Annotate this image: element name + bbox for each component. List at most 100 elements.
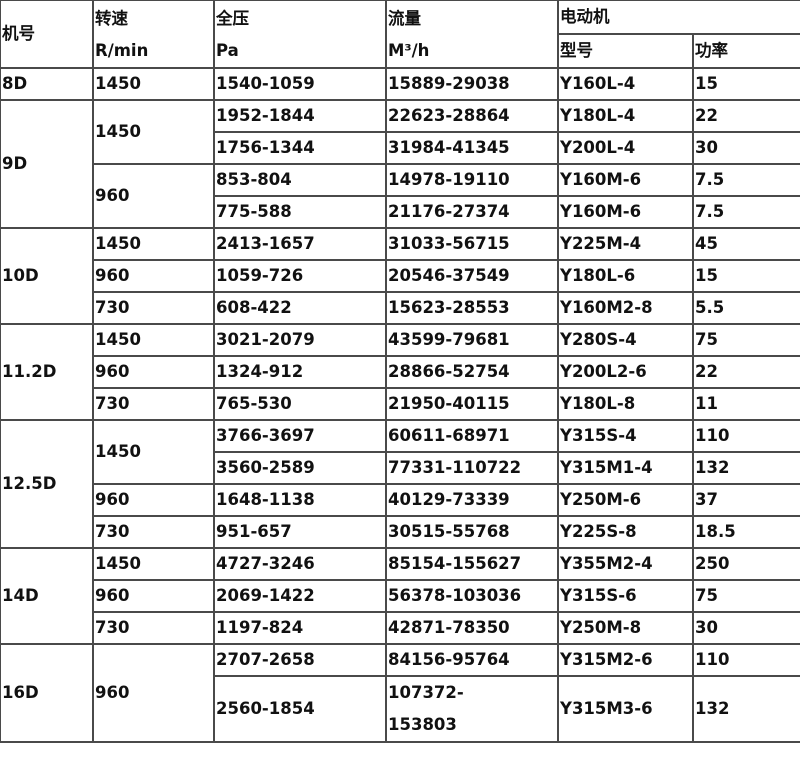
pressure-cell: 1540-1059 (213, 67, 387, 101)
motor-type-cell: Y180L-8 (557, 387, 694, 421)
motor-power-cell: 15 (692, 259, 800, 293)
model-cell: 14D (0, 547, 94, 645)
header-model: 机号 (0, 0, 94, 69)
motor-type-cell: Y250M-6 (557, 483, 694, 517)
speed-cell: 1450 (92, 227, 215, 261)
motor-power-cell: 110 (692, 643, 800, 677)
header-flow-label: 流量 (388, 9, 421, 28)
pressure-cell: 2560-1854 (213, 675, 387, 743)
pressure-cell: 1756-1344 (213, 131, 387, 165)
motor-type-cell: Y200L2-6 (557, 355, 694, 389)
pressure-cell: 1952-1844 (213, 99, 387, 133)
motor-power-cell: 7.5 (692, 195, 800, 229)
motor-type-cell: Y160L-4 (557, 67, 694, 101)
header-pressure-unit: Pa (216, 41, 239, 60)
table-row: 8D 1450 1540-1059 15889-29038 Y160L-4 15 (0, 67, 800, 101)
pressure-cell: 1059-726 (213, 259, 387, 293)
pressure-cell: 853-804 (213, 163, 387, 197)
speed-cell: 730 (92, 291, 215, 325)
motor-type-cell: Y250M-8 (557, 611, 694, 645)
fan-spec-table: 机号 转速 R/min 全压 Pa 流量 M³/h 电动机 型号 功率 8D 14… (0, 0, 800, 743)
motor-power-cell: 30 (692, 131, 800, 165)
table-row: 730 1197-824 42871-78350 Y250M-8 30 (0, 611, 800, 645)
flow-cell: 14978-19110 (385, 163, 559, 197)
model-cell: 12.5D (0, 419, 94, 549)
motor-power-cell: 132 (692, 451, 800, 485)
motor-type-cell: Y315S-4 (557, 419, 694, 453)
header-motor: 电动机 (557, 0, 800, 35)
motor-power-cell: 7.5 (692, 163, 800, 197)
flow-cell: 84156-95764 (385, 643, 559, 677)
table-row: 1756-1344 31984-41345 Y200L-4 30 (0, 131, 800, 165)
flow-cell: 21950-40115 (385, 387, 559, 421)
table-row: 960 2069-1422 56378-103036 Y315S-6 75 (0, 579, 800, 613)
pressure-cell: 765-530 (213, 387, 387, 421)
speed-cell: 1450 (92, 419, 215, 485)
model-cell: 11.2D (0, 323, 94, 421)
table-row: 960 1324-912 28866-52754 Y200L2-6 22 (0, 355, 800, 389)
table-row: 16D 960 2707-2658 84156-95764 Y315M2-6 110 (0, 643, 800, 743)
table-body: 机号 转速 R/min 全压 Pa 流量 M³/h 电动机 型号 功率 8D 14… (0, 0, 800, 743)
motor-type-cell: Y355M2-4 (557, 547, 694, 581)
speed-cell: 730 (92, 515, 215, 549)
pressure-cell: 3560-2589 (213, 451, 387, 485)
motor-type-cell: Y160M-6 (557, 163, 694, 197)
table-row: 960 1059-726 20546-37549 Y180L-6 15 (0, 259, 800, 293)
flow-cell: 31984-41345 (385, 131, 559, 165)
motor-power-cell: 30 (692, 611, 800, 645)
motor-power-cell: 110 (692, 419, 800, 453)
header-subrow: 型号 功率 (0, 33, 800, 69)
header-speed-label: 转速 (95, 9, 128, 28)
motor-type-cell: Y315S-6 (557, 579, 694, 613)
model-cell: 9D (0, 99, 94, 229)
header-pressure-label: 全压 (216, 9, 249, 28)
motor-power-cell: 18.5 (692, 515, 800, 549)
motor-type-cell: Y315M2-6 (557, 643, 694, 677)
header-motor-power: 功率 (692, 33, 800, 69)
motor-power-cell: 5.5 (692, 291, 800, 325)
header-speed-unit: R/min (95, 41, 149, 60)
table-row: 730 608-422 15623-28553 Y160M2-8 5.5 (0, 291, 800, 325)
motor-type-cell: Y180L-4 (557, 99, 694, 133)
table-row: 10D 1450 2413-1657 31033-56715 Y225M-4 45 (0, 227, 800, 325)
pressure-cell: 951-657 (213, 515, 387, 549)
table-row: 730 765-530 21950-40115 Y180L-8 11 (0, 387, 800, 421)
table-row: 960 1648-1138 40129-73339 Y250M-6 37 (0, 483, 800, 517)
header-flow-unit: M³/h (388, 41, 430, 60)
flow-cell: 56378-103036 (385, 579, 559, 613)
speed-cell: 960 (92, 643, 215, 743)
pressure-cell: 1648-1138 (213, 483, 387, 517)
speed-cell: 730 (92, 611, 215, 645)
table-row: 775-588 21176-27374 Y160M-6 7.5 (0, 195, 800, 229)
table-row: 2560-1854 107372- 153803 Y315M3-6 132 (0, 675, 800, 743)
table-row: 12.5D 1450 3766-3697 60611-68971 Y315S-4 110 (0, 419, 800, 549)
motor-type-cell: Y160M2-8 (557, 291, 694, 325)
motor-type-cell: Y180L-6 (557, 259, 694, 293)
table-row: 14D 1450 4727-3246 85154-155627 Y355M2-4 250 (0, 547, 800, 645)
table-row: 3560-2589 77331-110722 Y315M1-4 132 (0, 451, 800, 485)
pressure-cell: 4727-3246 (213, 547, 387, 581)
speed-cell: 960 (92, 579, 215, 613)
flow-cell: 21176-27374 (385, 195, 559, 229)
flow-cell: 20546-37549 (385, 259, 559, 293)
flow-cell: 15623-28553 (385, 291, 559, 325)
flow-cell: 22623-28864 (385, 99, 559, 133)
pressure-cell: 608-422 (213, 291, 387, 325)
motor-power-cell: 22 (692, 99, 800, 133)
flow-cell: 43599-79681 (385, 323, 559, 357)
motor-type-cell: Y315M3-6 (557, 675, 694, 743)
model-cell: 16D (0, 643, 94, 743)
pressure-cell: 3766-3697 (213, 419, 387, 453)
motor-power-cell: 250 (692, 547, 800, 581)
motor-power-cell: 132 (692, 675, 800, 743)
flow-cell: 15889-29038 (385, 67, 559, 101)
motor-type-cell: Y225S-8 (557, 515, 694, 549)
motor-power-cell: 75 (692, 579, 800, 613)
pressure-cell: 2707-2658 (213, 643, 387, 677)
motor-power-cell: 45 (692, 227, 800, 261)
table-row: 9D 1450 1952-1844 22623-28864 Y180L-4 22 (0, 99, 800, 229)
motor-type-cell: Y225M-4 (557, 227, 694, 261)
motor-type-cell: Y200L-4 (557, 131, 694, 165)
pressure-cell: 3021-2079 (213, 323, 387, 357)
speed-cell: 730 (92, 387, 215, 421)
